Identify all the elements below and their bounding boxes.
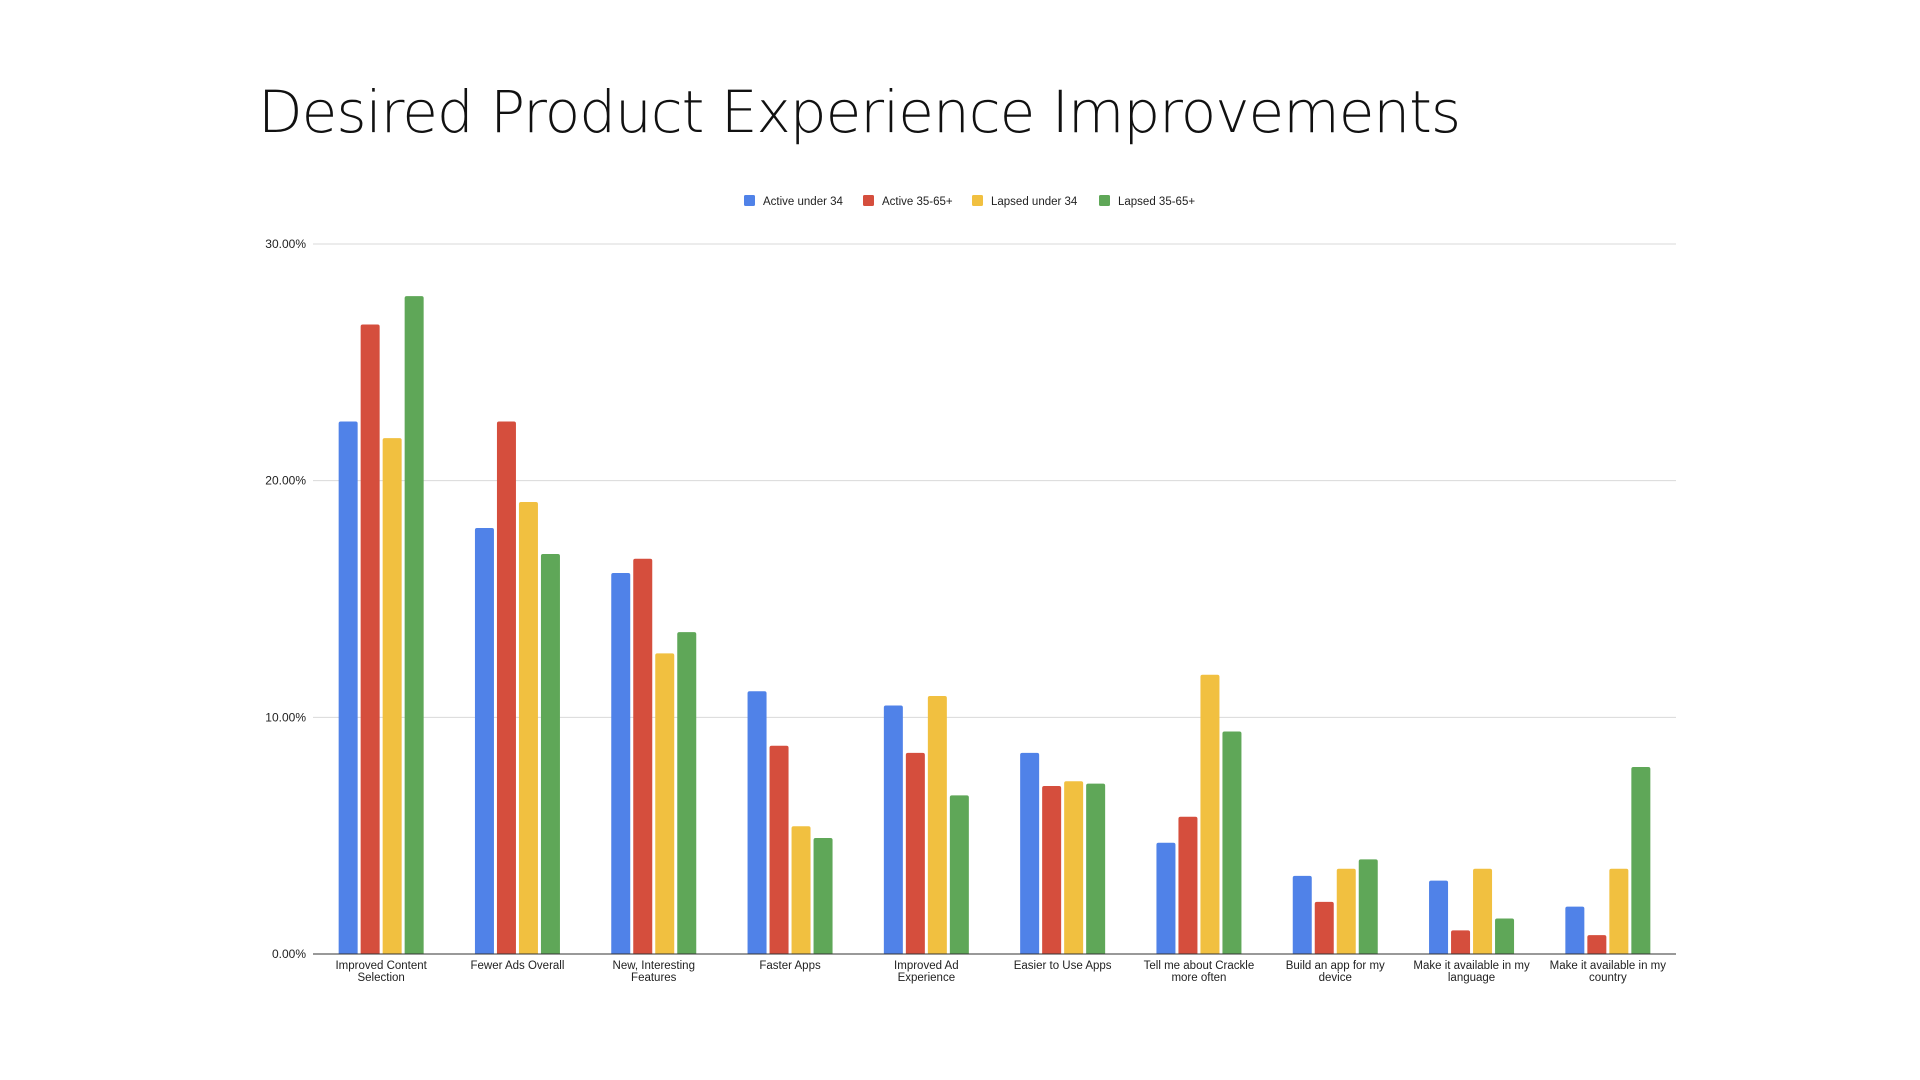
legend-swatch xyxy=(863,195,874,206)
bar xyxy=(633,558,653,954)
bar xyxy=(791,826,811,954)
x-tick-label: Build an app for my device xyxy=(1286,960,1385,984)
bar xyxy=(1587,935,1607,954)
y-tick-label: 10.00% xyxy=(265,710,306,724)
legend: Active under 34 Active 35-65+ Lapsed under… xyxy=(744,195,1195,208)
bar xyxy=(677,632,697,954)
bar xyxy=(1156,842,1176,954)
legend-label: Lapsed under 34 xyxy=(991,196,1078,208)
legend-label: Active 35-65+ xyxy=(882,196,953,208)
bar xyxy=(1064,781,1084,954)
gridlines xyxy=(313,243,1676,718)
bar xyxy=(496,421,516,954)
x-tick-label: Make it available in my country xyxy=(1550,960,1667,984)
x-tick-label: Tell me about Crackle more often xyxy=(1144,960,1255,984)
y-tick-label: 0.00% xyxy=(272,947,306,961)
bar xyxy=(1473,868,1493,954)
bar xyxy=(1020,752,1040,954)
bar xyxy=(1631,767,1651,954)
y-tick-label: 30.00% xyxy=(265,237,306,251)
bar xyxy=(813,838,833,954)
page-title: Desired Product Experience Improvements xyxy=(258,78,1461,146)
bar xyxy=(1495,918,1515,954)
bar xyxy=(1358,859,1378,954)
bar xyxy=(611,572,631,954)
legend-label: Lapsed 35-65+ xyxy=(1118,196,1195,208)
bar xyxy=(1222,731,1242,954)
bar xyxy=(1609,868,1629,954)
x-tick-label: Fewer Ads Overall xyxy=(470,960,564,972)
bar xyxy=(1178,816,1198,954)
legend-swatch xyxy=(1099,195,1110,206)
bar xyxy=(927,696,947,954)
bar xyxy=(1451,930,1471,954)
bar xyxy=(1336,868,1356,954)
x-tick-label: Improved Ad Experience xyxy=(894,960,959,984)
bar xyxy=(747,691,767,954)
x-tick-label: Faster Apps xyxy=(759,960,821,972)
bar xyxy=(905,752,925,954)
legend-swatch xyxy=(744,195,755,206)
bars xyxy=(338,296,1651,955)
bar xyxy=(540,554,560,954)
bar xyxy=(1314,901,1334,954)
bar xyxy=(655,653,675,954)
bar xyxy=(1429,880,1449,954)
bar xyxy=(1565,906,1585,954)
bar xyxy=(360,324,380,954)
bar xyxy=(382,438,402,955)
bar xyxy=(1200,674,1220,954)
bar xyxy=(518,501,538,954)
bar xyxy=(474,528,494,954)
x-tick-label: New, Interesting Features xyxy=(613,960,695,984)
bar xyxy=(338,421,358,954)
x-tick-label: Improved Content Selection xyxy=(335,960,427,984)
bar xyxy=(1086,783,1106,954)
bar xyxy=(883,705,903,954)
bar xyxy=(1292,875,1312,954)
bar xyxy=(1042,785,1062,954)
x-tick-label: Easier to Use Apps xyxy=(1014,960,1112,972)
legend-swatch xyxy=(972,195,983,206)
bar xyxy=(769,745,789,954)
axes: 0.00% 10.00% 20.00% 30.00% Improved Content S… xyxy=(265,237,1676,984)
y-tick-label: 20.00% xyxy=(265,474,306,488)
x-tick-label: Make it available in my language xyxy=(1413,960,1530,984)
bar xyxy=(404,296,424,955)
bar xyxy=(949,795,969,954)
legend-label: Active under 34 xyxy=(763,196,844,208)
